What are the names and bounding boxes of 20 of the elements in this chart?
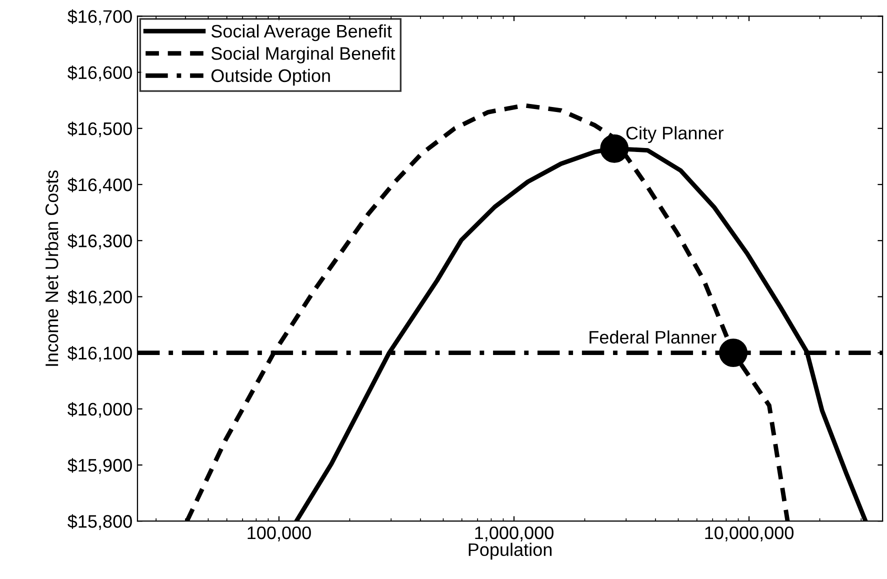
x-tick-label: 10,000,000 — [705, 526, 794, 542]
legend-label: Social Average Benefit — [211, 24, 392, 42]
y-tick-label: $15,900 — [68, 458, 132, 474]
y-axis-title: Income Net Urban Costs — [44, 170, 58, 366]
x-tick-label: 1,000,000 — [475, 526, 554, 542]
y-tick-label: $16,500 — [68, 122, 132, 138]
x-tick-label: 100,000 — [248, 526, 311, 542]
x-axis-title: Population — [468, 542, 552, 560]
y-tick-label: $16,000 — [68, 402, 132, 418]
annotation: Federal Planner — [590, 330, 716, 344]
y-tick-label: $16,300 — [68, 234, 132, 250]
legend-label: Outside Option — [211, 68, 330, 86]
y-tick-label: $16,100 — [68, 346, 132, 362]
y-tick-label: $16,200 — [68, 290, 132, 306]
annotation: City Planner — [626, 126, 724, 144]
y-tick-label: $16,400 — [68, 178, 132, 194]
legend-label: Social Marginal Benefit — [211, 46, 396, 64]
y-tick-label: $16,600 — [68, 65, 132, 82]
y-tick-label: $15,800 — [68, 514, 132, 530]
y-tick-label: $16,700 — [68, 9, 132, 26]
